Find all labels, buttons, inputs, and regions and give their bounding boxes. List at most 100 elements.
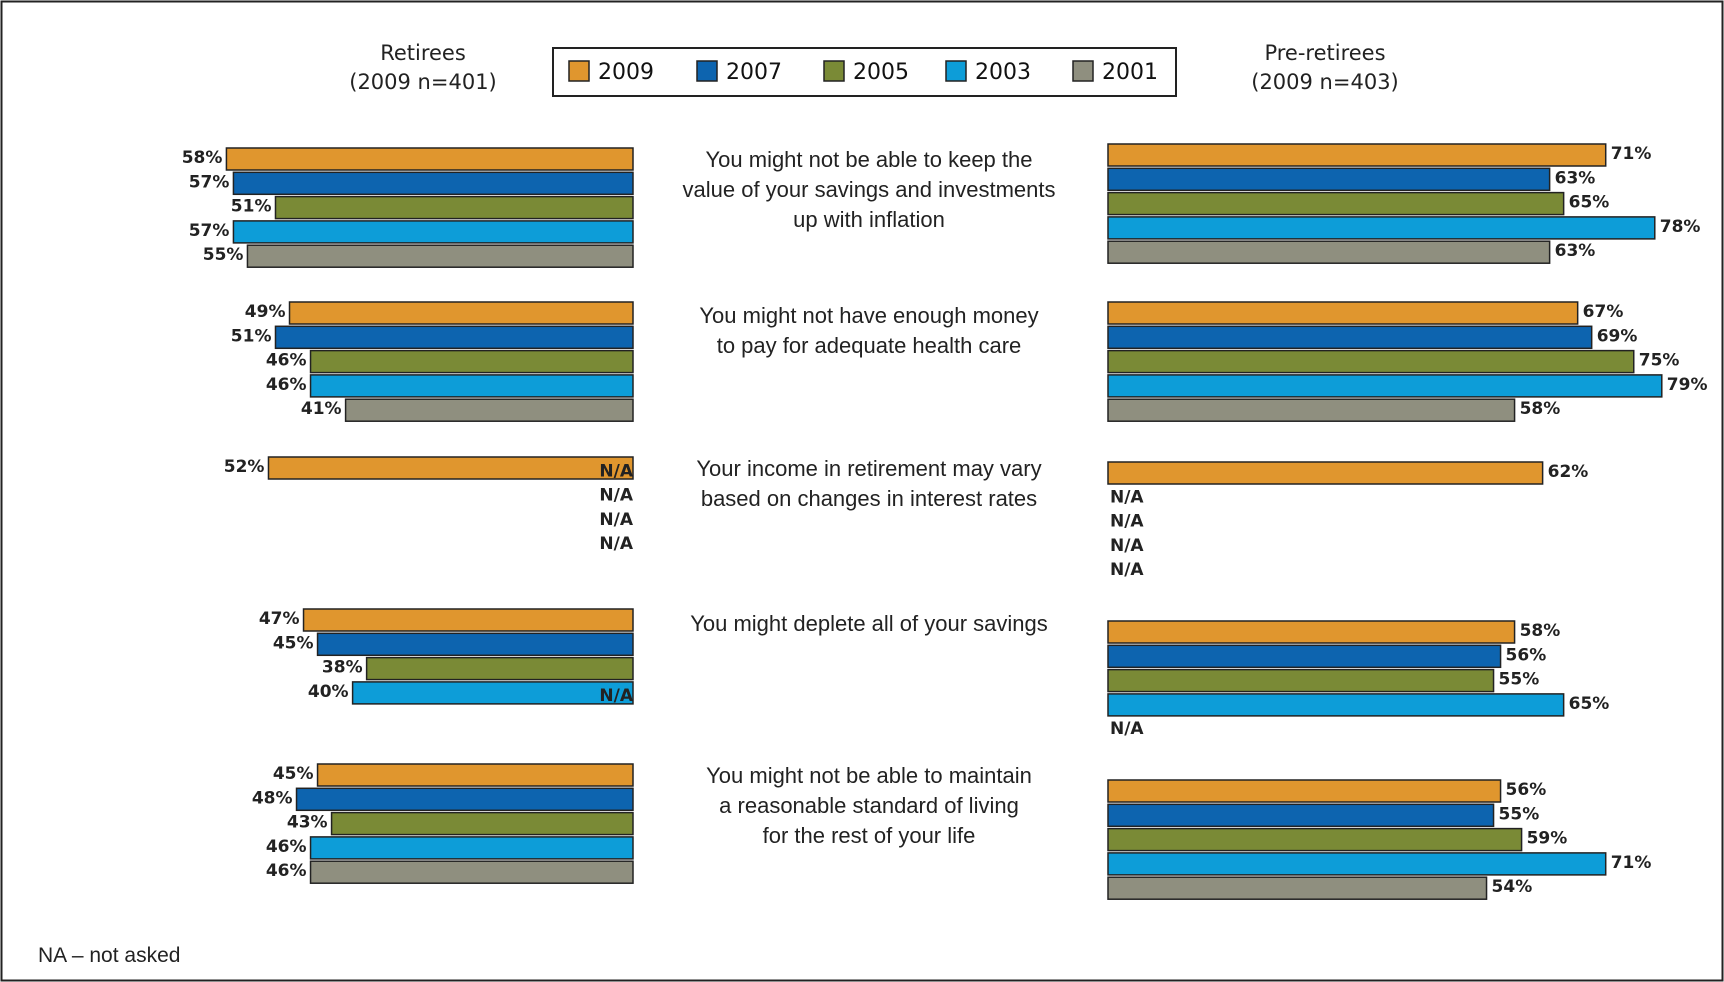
question-label: a reasonable standard of living — [719, 793, 1019, 818]
legend: 2009 2007 2005 2003 2001 — [552, 47, 1177, 97]
bar-value-label: 63% — [1555, 241, 1596, 261]
bar-value-label: 57% — [189, 221, 230, 241]
bar-pre-retirees — [1107, 620, 1516, 644]
legend-label-2007: 2007 — [726, 60, 782, 85]
bar-value-label: 52% — [224, 457, 265, 477]
retirees-panel-subtitle: (2009 n=401) — [349, 70, 497, 94]
bar-value-label: 46% — [266, 837, 307, 857]
pre-retirees-panel-subtitle: (2009 n=403) — [1251, 70, 1399, 94]
bar-retirees — [309, 374, 634, 398]
question-label: based on changes in interest rates — [701, 486, 1037, 511]
labels-layer: 58%57%51%57%55%71%63%65%78%63%49%51%46%4… — [182, 144, 1708, 897]
bar-pre-retirees — [1107, 191, 1565, 216]
bar-value-label: 48% — [252, 788, 293, 808]
bar-value-label: 45% — [273, 633, 314, 653]
bar-pre-retirees — [1107, 693, 1565, 717]
bar-pre-retirees — [1107, 644, 1502, 669]
bar-value-label: 43% — [287, 813, 328, 833]
question-label: up with inflation — [793, 207, 945, 232]
bar-value-label: 67% — [1583, 302, 1624, 322]
bar-value-label: 71% — [1611, 853, 1652, 873]
bar-value-label: 78% — [1660, 217, 1701, 237]
bar-retirees — [309, 349, 634, 374]
bar-value-label: 65% — [1569, 694, 1610, 714]
bar-value-label: 41% — [301, 399, 342, 419]
bar-value-label: 58% — [1520, 399, 1561, 419]
bar-retirees — [316, 632, 634, 657]
bar-value-label: 63% — [1555, 168, 1596, 188]
bar-value-label: 56% — [1506, 645, 1547, 665]
bar-value-label: 51% — [231, 326, 272, 346]
bar-pre-retirees — [1107, 779, 1502, 803]
question-label: for the rest of your life — [763, 823, 976, 848]
legend-swatch-2003 — [945, 60, 967, 82]
bars-layer — [225, 143, 1663, 900]
bar-retirees — [302, 608, 634, 632]
bar-retirees — [232, 220, 634, 244]
legend-swatch-2001 — [1072, 60, 1094, 82]
question-labels: You might not be able to keep the value o… — [683, 147, 1056, 848]
bar-retirees — [309, 836, 634, 860]
retirees-panel-title: Retirees — [380, 41, 466, 65]
bar-pre-retirees — [1107, 852, 1607, 876]
question-label: You might not have enough money — [699, 303, 1038, 328]
bar-value-label: 55% — [1499, 670, 1540, 690]
bar-value-label: 51% — [231, 197, 272, 217]
bar-retirees — [274, 195, 634, 220]
legend-swatch-2007 — [696, 60, 718, 82]
bar-retirees — [344, 398, 634, 422]
bar-retirees — [330, 811, 634, 836]
bar-retirees — [267, 456, 634, 480]
bar-value-label: 54% — [1492, 877, 1533, 897]
question-label: You might deplete all of your savings — [690, 611, 1048, 636]
question-label: to pay for adequate health care — [717, 333, 1022, 358]
bar-retirees — [295, 787, 634, 812]
footnote: NA – not asked — [38, 944, 180, 967]
legend-label-2005: 2005 — [853, 60, 909, 85]
bar-value-label: 46% — [266, 375, 307, 395]
bar-value-label: 57% — [189, 172, 230, 192]
legend-swatch-2005 — [823, 60, 845, 82]
legend-label-2009: 2009 — [598, 60, 654, 85]
legend-swatch-2009 — [568, 60, 590, 82]
bar-retirees — [288, 301, 634, 325]
bar-retirees — [274, 325, 634, 350]
na-label: N/A — [1110, 512, 1144, 532]
bar-value-label: 38% — [322, 658, 363, 678]
bar-value-label: 46% — [266, 861, 307, 881]
bar-pre-retirees — [1107, 216, 1656, 240]
bar-value-label: 75% — [1639, 351, 1680, 371]
bar-pre-retirees — [1107, 301, 1579, 325]
bar-retirees — [246, 244, 634, 268]
question-label: value of your savings and investments — [683, 177, 1056, 202]
bar-pre-retirees — [1107, 876, 1488, 900]
bar-pre-retirees — [1107, 668, 1495, 693]
na-label: N/A — [599, 486, 633, 506]
na-label: N/A — [599, 461, 633, 481]
na-label: N/A — [1110, 536, 1144, 556]
bar-pre-retirees — [1107, 325, 1593, 350]
bar-value-label: 65% — [1569, 193, 1610, 213]
bar-pre-retirees — [1107, 374, 1663, 398]
bar-value-label: 55% — [203, 245, 244, 265]
bar-retirees — [316, 763, 634, 787]
pre-retirees-panel-title: Pre-retirees — [1264, 41, 1385, 65]
bar-retirees — [351, 681, 634, 705]
bar-pre-retirees — [1107, 398, 1516, 422]
legend-label-2001: 2001 — [1102, 60, 1158, 85]
bar-value-label: 69% — [1597, 326, 1638, 346]
bar-pre-retirees — [1107, 167, 1551, 192]
bar-pre-retirees — [1107, 827, 1523, 852]
na-label: N/A — [599, 510, 633, 530]
question-label: You might not be able to keep the — [706, 147, 1033, 172]
bar-value-label: 45% — [273, 764, 314, 784]
bar-value-label: 47% — [259, 609, 300, 629]
question-label: Your income in retirement may vary — [696, 456, 1041, 481]
bar-value-label: 58% — [1520, 621, 1561, 641]
bar-retirees — [365, 656, 634, 681]
legend-box — [552, 47, 1177, 97]
bar-pre-retirees — [1107, 240, 1551, 264]
bar-retirees — [232, 171, 634, 196]
question-label: You might not be able to maintain — [706, 763, 1032, 788]
